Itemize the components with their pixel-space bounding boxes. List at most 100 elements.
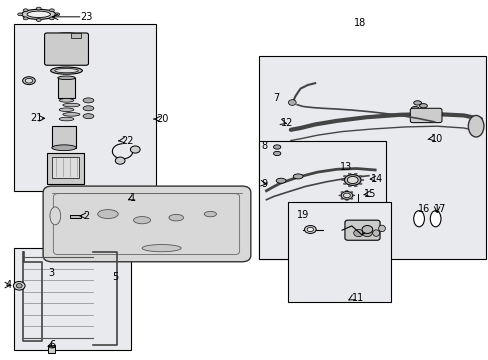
Text: 2: 2 [83, 211, 90, 221]
Circle shape [353, 229, 363, 237]
Text: 15: 15 [363, 189, 376, 199]
Ellipse shape [306, 227, 313, 231]
Ellipse shape [343, 193, 349, 198]
Ellipse shape [340, 192, 343, 193]
Text: 11: 11 [351, 293, 363, 303]
Ellipse shape [18, 13, 22, 16]
Ellipse shape [343, 183, 346, 185]
Ellipse shape [63, 103, 80, 107]
Ellipse shape [98, 210, 118, 219]
Circle shape [288, 100, 296, 105]
Ellipse shape [48, 346, 55, 348]
Ellipse shape [359, 183, 361, 185]
Text: 16: 16 [417, 204, 429, 214]
Ellipse shape [273, 151, 280, 156]
Ellipse shape [36, 19, 41, 22]
Ellipse shape [429, 211, 440, 227]
Ellipse shape [276, 178, 285, 183]
Ellipse shape [59, 108, 74, 112]
Ellipse shape [343, 175, 346, 177]
Ellipse shape [359, 175, 361, 177]
Ellipse shape [468, 116, 483, 137]
Text: 5: 5 [112, 272, 118, 282]
Bar [288, 202, 390, 302]
Text: 1: 1 [130, 193, 136, 203]
Bar [52, 126, 76, 148]
Ellipse shape [49, 9, 54, 12]
Text: 14: 14 [370, 174, 383, 184]
Text: 19: 19 [296, 210, 308, 220]
Ellipse shape [58, 76, 75, 80]
Ellipse shape [346, 176, 357, 184]
Bar [259, 56, 485, 259]
Bar [14, 248, 131, 350]
Text: 18: 18 [353, 18, 365, 28]
Ellipse shape [350, 192, 352, 193]
Ellipse shape [372, 230, 379, 236]
Ellipse shape [419, 104, 427, 108]
Ellipse shape [83, 114, 94, 119]
Ellipse shape [168, 215, 183, 221]
Ellipse shape [204, 211, 216, 217]
Bar [48, 345, 55, 353]
Ellipse shape [22, 77, 35, 85]
Ellipse shape [350, 198, 352, 199]
Bar [58, 78, 75, 98]
Ellipse shape [347, 173, 350, 175]
Ellipse shape [50, 207, 61, 225]
Ellipse shape [83, 98, 94, 103]
Ellipse shape [21, 9, 56, 19]
Text: 6: 6 [49, 340, 56, 350]
Ellipse shape [354, 173, 357, 175]
Ellipse shape [338, 195, 341, 196]
Ellipse shape [25, 78, 33, 83]
Ellipse shape [47, 33, 86, 44]
Ellipse shape [49, 17, 54, 20]
Ellipse shape [352, 195, 354, 196]
Text: 9: 9 [261, 179, 267, 189]
FancyBboxPatch shape [43, 186, 250, 262]
Text: 23: 23 [80, 12, 92, 22]
Circle shape [13, 282, 25, 290]
Bar [71, 33, 81, 39]
Text: 13: 13 [339, 162, 351, 172]
Text: 17: 17 [433, 204, 445, 214]
Text: 4: 4 [5, 280, 12, 290]
Text: 20: 20 [157, 114, 169, 124]
FancyBboxPatch shape [409, 108, 441, 123]
Ellipse shape [344, 175, 360, 185]
Ellipse shape [59, 99, 74, 102]
Ellipse shape [142, 244, 181, 252]
Text: 10: 10 [430, 134, 442, 144]
Text: 8: 8 [261, 141, 267, 151]
Ellipse shape [27, 11, 50, 18]
Ellipse shape [52, 145, 76, 150]
Ellipse shape [293, 174, 303, 179]
FancyBboxPatch shape [44, 33, 88, 65]
Text: 3: 3 [48, 268, 55, 278]
FancyBboxPatch shape [344, 220, 379, 240]
Ellipse shape [347, 185, 350, 187]
Ellipse shape [341, 179, 344, 181]
Text: 7: 7 [272, 93, 279, 103]
Ellipse shape [273, 145, 280, 149]
Ellipse shape [345, 190, 347, 191]
Ellipse shape [55, 13, 60, 16]
Ellipse shape [23, 17, 28, 20]
Ellipse shape [340, 198, 343, 199]
Circle shape [115, 157, 125, 164]
Circle shape [362, 229, 371, 237]
Text: 21: 21 [30, 113, 42, 123]
Bar [259, 140, 385, 259]
Ellipse shape [378, 225, 385, 231]
Ellipse shape [55, 68, 78, 73]
Ellipse shape [345, 199, 347, 201]
Text: 22: 22 [122, 136, 134, 145]
Ellipse shape [23, 9, 28, 12]
Ellipse shape [413, 101, 421, 105]
Bar [52, 157, 79, 178]
Ellipse shape [51, 67, 82, 74]
Circle shape [130, 146, 140, 153]
Ellipse shape [340, 192, 352, 199]
Ellipse shape [36, 7, 41, 10]
